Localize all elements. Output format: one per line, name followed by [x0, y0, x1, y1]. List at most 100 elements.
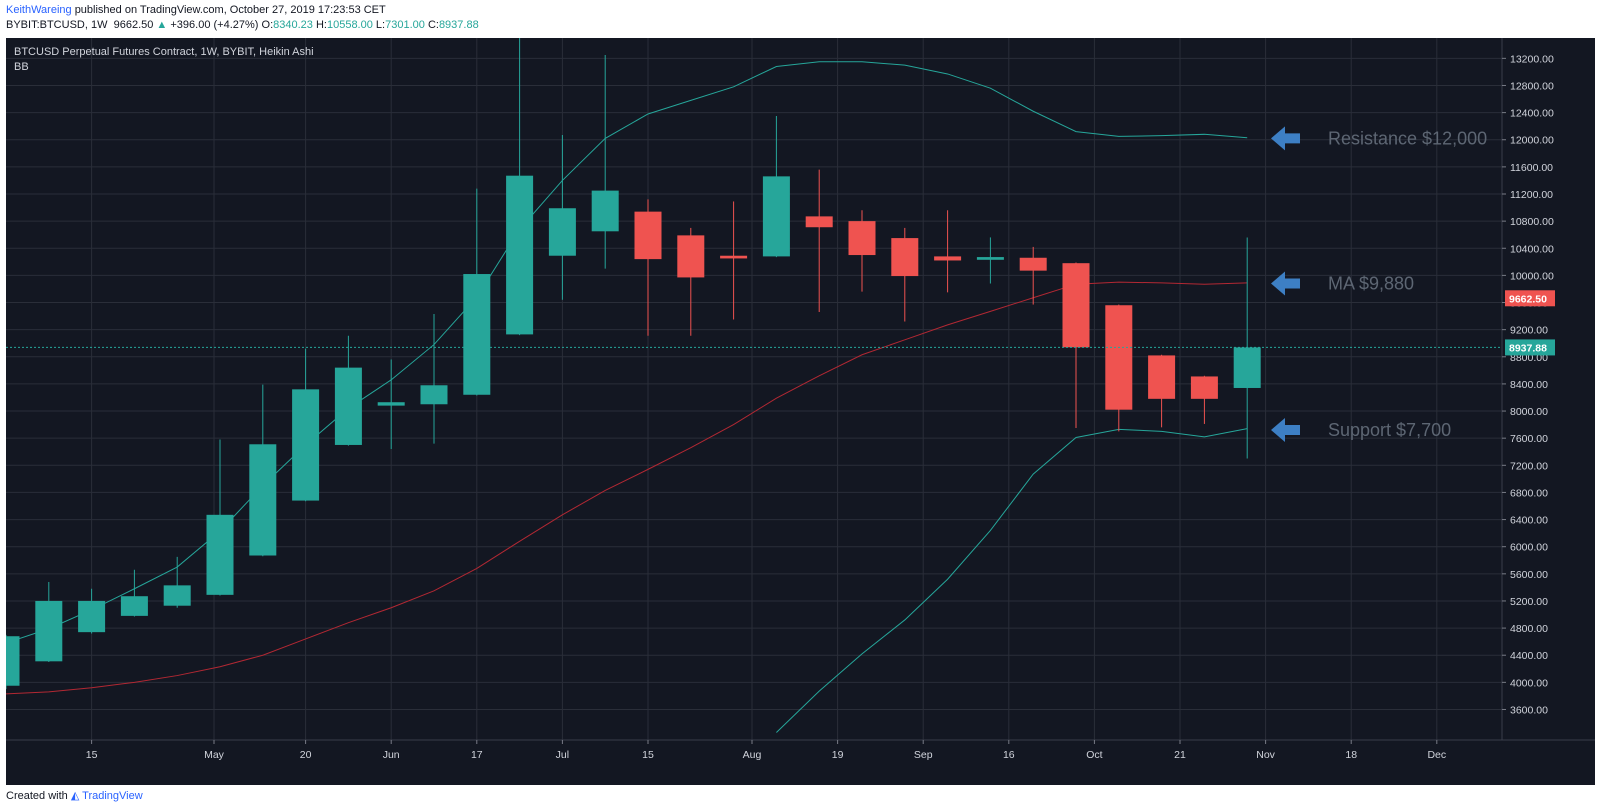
candle[interactable]	[506, 38, 534, 336]
candle-body	[548, 208, 576, 256]
candle[interactable]	[1062, 262, 1090, 428]
candle[interactable]	[848, 210, 876, 292]
time-tick-label: 21	[1174, 749, 1186, 761]
candle[interactable]	[976, 237, 1004, 284]
time-tick-label: Oct	[1086, 749, 1102, 761]
bb-basis-line	[6, 281, 1248, 695]
candle[interactable]	[677, 227, 705, 336]
price-tick-label: 7200.00	[1510, 460, 1548, 472]
candle[interactable]	[463, 188, 491, 396]
price-tick-label: 6000.00	[1510, 542, 1548, 554]
open-value: 8340.23	[273, 19, 313, 31]
candle-body	[762, 176, 790, 257]
time-tick-label: Aug	[743, 749, 762, 761]
close-label: C:	[427, 19, 439, 31]
time-tick-label: 17	[471, 749, 483, 761]
candle[interactable]	[249, 384, 277, 557]
price-tick-label: 10400.00	[1510, 243, 1554, 255]
candle[interactable]	[548, 134, 576, 300]
candle[interactable]	[6, 634, 20, 690]
footer: Created with ◭ TradingView	[6, 790, 143, 802]
last-price: 9662.50	[113, 19, 154, 31]
price-tick-label: 10800.00	[1510, 216, 1554, 228]
price-tick-label: 11200.00	[1510, 189, 1553, 201]
bb-lower-line	[776, 428, 1248, 733]
publish-info: KeithWareing published on TradingView.co…	[6, 4, 386, 16]
time-tick-label: 18	[1345, 749, 1357, 761]
price-badge: 8937.88	[1505, 339, 1555, 356]
arrow-left-icon	[1271, 126, 1300, 151]
candle[interactable]	[1190, 375, 1218, 424]
candle-body	[1062, 263, 1090, 348]
open-label: O:	[261, 19, 274, 31]
author-link[interactable]: KeithWareing	[6, 4, 72, 16]
candle[interactable]	[120, 569, 148, 617]
price-badge-background	[1505, 290, 1555, 307]
annotation-label: Resistance $12,000	[1328, 128, 1487, 148]
candle-body	[6, 636, 20, 686]
candlestick-chart[interactable]: BTCUSD Perpetual Futures Contract, 1W, B…	[6, 38, 1595, 785]
candle[interactable]	[591, 54, 619, 269]
candle-body	[591, 190, 619, 232]
candle-body	[1019, 257, 1047, 271]
candle-body	[848, 221, 876, 256]
candle[interactable]	[1105, 304, 1133, 432]
candle-body	[934, 256, 962, 261]
candle[interactable]	[762, 116, 790, 258]
price-tick-label: 8400.00	[1510, 379, 1548, 391]
chart-header: KeithWareing published on TradingView.co…	[0, 0, 1600, 38]
time-tick-label: Nov	[1256, 749, 1275, 761]
pane-title: BTCUSD Perpetual Futures Contract, 1W, B…	[14, 46, 314, 58]
price-tick-label: 4000.00	[1510, 677, 1548, 689]
candle-body	[78, 600, 106, 633]
candle[interactable]	[292, 348, 320, 502]
candle-body	[634, 211, 662, 260]
candle[interactable]	[891, 227, 919, 322]
close-value: 8937.88	[438, 19, 479, 31]
price-tick-label: 6800.00	[1510, 487, 1548, 499]
arrow-left-icon	[1271, 418, 1300, 443]
candle[interactable]	[1233, 237, 1261, 459]
candle[interactable]	[1148, 354, 1176, 428]
candle-body	[976, 257, 1004, 260]
price-tick-label: 8000.00	[1510, 406, 1548, 418]
candle[interactable]	[334, 335, 362, 446]
price-tick-label: 5600.00	[1510, 569, 1548, 581]
candle-body	[1105, 305, 1133, 410]
candle-body	[249, 444, 277, 556]
price-badge-label: 8937.88	[1509, 342, 1547, 354]
price-tick-label: 10000.00	[1510, 270, 1554, 282]
candle[interactable]	[1019, 246, 1047, 305]
time-tick-label: 16	[1003, 749, 1015, 761]
candle-body	[720, 255, 748, 259]
candle-body	[292, 389, 320, 501]
candle-body	[120, 596, 148, 616]
candle[interactable]	[78, 588, 106, 634]
ohlc-legend: BYBIT:BTCUSD, 1W 9662.50 ▲ +396.00 (+4.2…	[6, 19, 479, 31]
candle[interactable]	[934, 210, 962, 293]
candle[interactable]	[420, 314, 448, 444]
price-axis[interactable]: 3600.00 4000.00 4400.00 4800.00 5200.00 5600.…	[1501, 38, 1595, 785]
candle-body	[1190, 376, 1218, 399]
candle[interactable]	[163, 556, 191, 608]
time-tick-label: Sep	[914, 749, 933, 761]
price-axis-background	[1502, 38, 1595, 785]
candle[interactable]	[805, 169, 833, 313]
tradingview-logo[interactable]: ◭ TradingView	[70, 790, 143, 802]
price-tick-label: 11600.00	[1510, 162, 1553, 174]
candle[interactable]	[634, 199, 662, 336]
candle-body	[677, 235, 705, 278]
price-tick-label: 3600.00	[1510, 704, 1548, 716]
time-tick-label: 19	[832, 749, 844, 761]
arrow-left-icon	[1271, 271, 1300, 296]
candle-body	[35, 600, 63, 662]
candle[interactable]	[377, 359, 405, 450]
candle-body	[334, 367, 362, 445]
time-axis[interactable]: 15 May 20 Jun 17 Jul 15 Aug 19 Sep 16 Oct 21 Nov 18 Dec	[6, 739, 1595, 785]
candle[interactable]	[720, 201, 748, 320]
candle-body	[463, 274, 491, 395]
candle[interactable]	[206, 439, 234, 596]
price-badge: 9662.50	[1505, 290, 1555, 307]
candles[interactable]	[6, 38, 1261, 690]
candle[interactable]	[35, 581, 63, 662]
